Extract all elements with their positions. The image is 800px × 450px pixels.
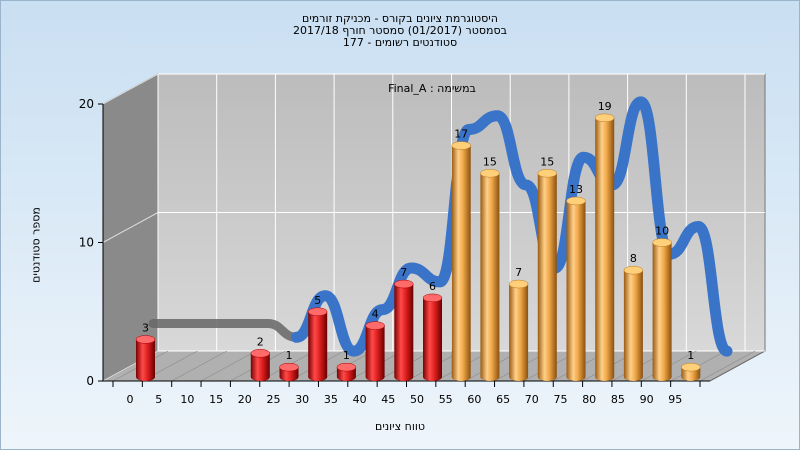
histogram-bar-top bbox=[451, 141, 471, 150]
x-tick-label: 80 bbox=[582, 393, 596, 406]
trend-line-shadow bbox=[148, 318, 301, 342]
legend-series-name: Final_A : במשימה bbox=[388, 82, 476, 95]
gridline-side bbox=[102, 212, 159, 243]
bar-value-label: 7 bbox=[515, 266, 522, 279]
histogram-bar-top bbox=[336, 362, 357, 372]
histogram-bar-top bbox=[135, 335, 156, 344]
y-tick-label: 20 bbox=[79, 97, 94, 111]
histogram-bar bbox=[451, 145, 471, 381]
histogram-bar-top bbox=[307, 307, 328, 316]
bar-value-label: 17 bbox=[454, 128, 468, 141]
bar-value-label: 1 bbox=[286, 349, 293, 362]
histogram-bar-top bbox=[594, 113, 615, 123]
y-tick-label: 0 bbox=[86, 374, 94, 388]
histogram-bar bbox=[365, 325, 385, 381]
gridline-floor bbox=[699, 350, 756, 382]
x-tick-label: 70 bbox=[525, 393, 539, 406]
bar-value-label: 15 bbox=[540, 155, 554, 168]
x-tick-label: 20 bbox=[238, 393, 252, 406]
x-tick-label: 50 bbox=[410, 393, 424, 406]
x-tick-label: 65 bbox=[496, 393, 510, 406]
histogram-bar bbox=[394, 284, 414, 381]
histogram-bar bbox=[566, 200, 586, 381]
histogram-bar-top bbox=[681, 362, 701, 372]
histogram-bar bbox=[509, 284, 529, 381]
histogram-bar bbox=[480, 173, 500, 381]
bar-value-label: 1 bbox=[687, 349, 694, 362]
bar-value-label: 1 bbox=[343, 349, 350, 362]
x-tick-label: 0 bbox=[127, 393, 134, 406]
x-tick-label: 5 bbox=[155, 393, 162, 406]
bar-value-label: 19 bbox=[598, 100, 612, 113]
histogram-bar bbox=[652, 242, 672, 381]
bar-value-label: 10 bbox=[655, 225, 669, 238]
x-axis-label: טווח ציונים bbox=[375, 420, 425, 433]
x-tick-label: 95 bbox=[668, 393, 682, 406]
y-tick-label: 10 bbox=[79, 236, 94, 250]
bar-value-label: 6 bbox=[429, 280, 436, 293]
x-tick-label: 60 bbox=[467, 393, 481, 406]
histogram-bar bbox=[623, 270, 643, 381]
histogram-bar bbox=[537, 173, 557, 381]
bar-value-label: 4 bbox=[372, 308, 379, 321]
bar-value-label: 5 bbox=[314, 294, 321, 307]
histogram-bar-top bbox=[394, 279, 414, 289]
bar-value-label: 15 bbox=[483, 155, 497, 168]
histogram-bar-top bbox=[537, 169, 558, 178]
x-tick-label: 45 bbox=[381, 393, 395, 406]
histogram-bar bbox=[423, 297, 442, 381]
bar-value-label: 7 bbox=[400, 266, 407, 279]
histogram-bar-top bbox=[508, 279, 529, 289]
trend-line bbox=[291, 96, 733, 357]
bar-value-label: 2 bbox=[257, 335, 264, 348]
x-tick-label: 15 bbox=[209, 393, 223, 406]
histogram-bar-top bbox=[250, 349, 271, 358]
histogram-bar bbox=[595, 117, 615, 381]
x-tick-label: 55 bbox=[439, 393, 453, 406]
x-tick-label: 35 bbox=[324, 393, 338, 406]
y-axis-label: מספר סטודנטים bbox=[29, 207, 43, 283]
bar-value-label: 3 bbox=[142, 321, 149, 334]
chart-title-line-1: היסטוגרמת ציונים בקורס - מכניקת זורמים bbox=[302, 12, 498, 25]
x-tick-label: 75 bbox=[554, 393, 568, 406]
histogram-bar-top bbox=[623, 265, 644, 275]
x-tick-label: 85 bbox=[611, 393, 625, 406]
x-tick-label: 25 bbox=[267, 393, 281, 406]
histogram-bar-top bbox=[422, 293, 443, 303]
chart-title-line-3: סטודנטים רשומים - 177 bbox=[342, 36, 458, 49]
x-tick-label: 30 bbox=[295, 393, 309, 406]
gridline-floor bbox=[200, 350, 257, 382]
histogram-bar bbox=[136, 339, 155, 381]
x-tick-label: 10 bbox=[180, 393, 194, 406]
bar-value-label: 13 bbox=[569, 183, 583, 196]
histogram-bar bbox=[308, 311, 328, 381]
histogram-bar-top bbox=[279, 362, 299, 372]
bar-value-label: 8 bbox=[630, 252, 637, 265]
chart-title-line-2: בסמסטר (01/2017) סמסטר חורף 2017/18 bbox=[293, 24, 507, 37]
gridline-side bbox=[102, 73, 159, 105]
histogram-bar-top bbox=[365, 321, 385, 330]
x-tick-label: 40 bbox=[353, 393, 367, 406]
histogram-bar-top bbox=[566, 196, 586, 206]
histogram-bar-top bbox=[480, 169, 500, 178]
gridline-floor bbox=[171, 350, 227, 382]
histogram-bar-top bbox=[652, 238, 672, 247]
histogram-bar bbox=[250, 353, 270, 381]
x-tick-label: 90 bbox=[640, 393, 654, 406]
